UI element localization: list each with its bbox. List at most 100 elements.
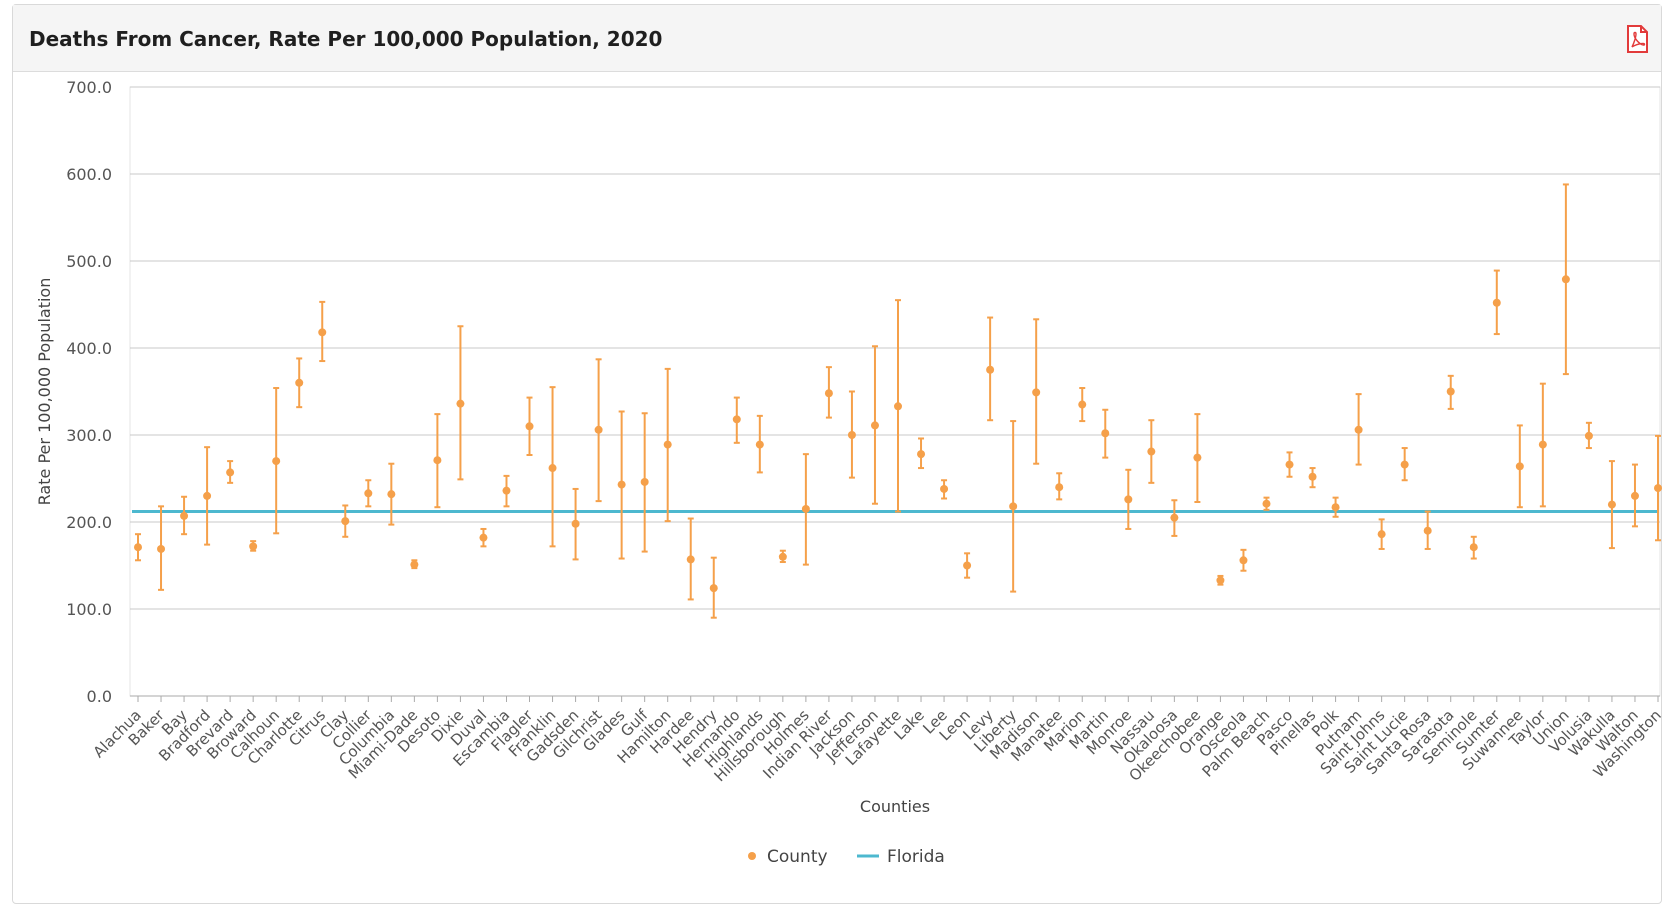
county-point-group bbox=[1147, 419, 1156, 484]
county-point-group bbox=[1055, 472, 1064, 501]
county-point-group bbox=[1400, 447, 1409, 482]
county-point bbox=[1561, 275, 1570, 284]
county-point-group bbox=[1009, 420, 1018, 593]
county-point bbox=[226, 468, 235, 477]
county-point bbox=[594, 425, 603, 434]
county-point bbox=[295, 378, 304, 387]
county-point-group bbox=[801, 453, 810, 566]
county-point bbox=[341, 517, 350, 526]
county-point bbox=[1400, 460, 1409, 469]
county-point bbox=[203, 491, 212, 500]
county-point-group bbox=[410, 559, 419, 570]
county-point bbox=[801, 504, 810, 513]
county-point bbox=[1515, 462, 1524, 471]
county-point-group bbox=[870, 345, 879, 505]
county-point bbox=[1331, 503, 1340, 512]
county-point-group bbox=[1607, 460, 1616, 550]
county-point bbox=[1055, 483, 1064, 492]
county-point bbox=[157, 544, 166, 553]
county-point-group bbox=[686, 517, 695, 601]
county-point bbox=[1377, 530, 1386, 539]
county-point bbox=[1009, 502, 1018, 511]
y-tick-label: 200.0 bbox=[66, 513, 112, 532]
county-point bbox=[1308, 472, 1317, 481]
y-axis-label: Rate Per 100,000 Population bbox=[35, 278, 54, 506]
county-point bbox=[134, 543, 142, 552]
county-point-group bbox=[1354, 393, 1363, 466]
county-point-group bbox=[1377, 518, 1386, 550]
county-point bbox=[571, 519, 580, 528]
county-point-group bbox=[1193, 413, 1202, 503]
county-point-group bbox=[456, 325, 465, 481]
y-tick-label: 500.0 bbox=[66, 252, 112, 271]
county-point bbox=[663, 440, 672, 449]
panel-header: Deaths From Cancer, Rate Per 100,000 Pop… bbox=[13, 5, 1661, 72]
county-point bbox=[387, 490, 396, 499]
county-point bbox=[502, 486, 511, 495]
county-point bbox=[709, 584, 718, 593]
county-point bbox=[686, 555, 695, 564]
county-point-group bbox=[1170, 499, 1179, 537]
county-point bbox=[1538, 440, 1547, 449]
county-point-group bbox=[732, 396, 741, 444]
county-point-group bbox=[847, 390, 856, 479]
county-point-group bbox=[249, 540, 258, 552]
county-point bbox=[732, 415, 741, 424]
county-point-group bbox=[134, 533, 142, 562]
county-point bbox=[364, 489, 373, 498]
county-point-group bbox=[617, 410, 626, 560]
county-point bbox=[1354, 425, 1363, 434]
county-point bbox=[479, 533, 488, 542]
county-point bbox=[1032, 388, 1041, 397]
county-point-group bbox=[778, 549, 787, 564]
county-point-group bbox=[1446, 374, 1455, 410]
county-point-group bbox=[1032, 318, 1041, 465]
county-point bbox=[1262, 499, 1271, 508]
county-point bbox=[433, 456, 442, 465]
county-point bbox=[963, 561, 972, 570]
county-point bbox=[249, 542, 258, 551]
county-point bbox=[778, 552, 787, 561]
county-point-group bbox=[387, 462, 396, 526]
county-point bbox=[1078, 400, 1087, 409]
county-point-group bbox=[1538, 382, 1547, 508]
county-point-group bbox=[433, 413, 442, 509]
county-point-group bbox=[963, 552, 972, 579]
county-point-group bbox=[755, 414, 764, 474]
legend-county-marker bbox=[748, 852, 756, 860]
county-point-group bbox=[180, 495, 189, 536]
county-point-group bbox=[364, 479, 373, 508]
y-tick-label: 600.0 bbox=[66, 165, 112, 184]
county-point bbox=[617, 480, 626, 489]
county-point-group bbox=[663, 367, 672, 523]
county-point bbox=[1216, 576, 1225, 585]
county-point bbox=[1446, 387, 1455, 396]
county-point-group bbox=[157, 505, 166, 591]
y-tick-label: 400.0 bbox=[66, 339, 112, 358]
county-point bbox=[1170, 513, 1179, 522]
county-point-group bbox=[824, 366, 833, 419]
county-point-group bbox=[594, 358, 603, 503]
county-point-group bbox=[940, 479, 949, 500]
county-point bbox=[525, 422, 534, 431]
pdf-export-icon[interactable] bbox=[1625, 25, 1649, 53]
chart-panel: Deaths From Cancer, Rate Per 100,000 Pop… bbox=[12, 4, 1662, 904]
county-point-group bbox=[894, 299, 902, 513]
county-point-group bbox=[318, 300, 327, 363]
county-point-group bbox=[548, 386, 557, 548]
county-point bbox=[1193, 453, 1202, 462]
county-point-group bbox=[525, 396, 534, 457]
county-point-group bbox=[1469, 535, 1478, 560]
county-point bbox=[1124, 495, 1133, 504]
county-point bbox=[1285, 460, 1294, 469]
plot-area bbox=[129, 86, 1661, 697]
county-point bbox=[870, 421, 879, 430]
county-point-group bbox=[341, 504, 350, 538]
county-point-group bbox=[1101, 408, 1110, 459]
county-point-group bbox=[295, 357, 304, 409]
county-point-group bbox=[1515, 424, 1524, 509]
county-point bbox=[1492, 298, 1501, 307]
county-point-group bbox=[272, 387, 281, 535]
county-point bbox=[940, 484, 949, 493]
county-point-group bbox=[1078, 387, 1087, 423]
